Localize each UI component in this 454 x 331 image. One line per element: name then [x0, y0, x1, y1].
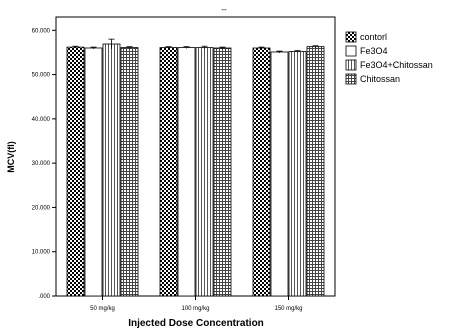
- y-tick-label: 10.000: [32, 250, 51, 256]
- legend-label: Fe3O4: [360, 46, 388, 56]
- legend-label: Chitossan: [360, 74, 400, 84]
- x-axis-title: Injected Dose Concentration: [128, 318, 264, 329]
- bars-group: [66, 38, 325, 297]
- y-tick-label: .000: [38, 294, 50, 300]
- y-tick-label: 60.000: [32, 28, 51, 34]
- x-tick-label: 50 mg/kg: [90, 306, 115, 312]
- y-tick-label: 40.000: [32, 117, 51, 123]
- bar-Chitossan-0: [120, 47, 139, 297]
- y-tick-label: 30.000: [32, 161, 51, 167]
- legend-label: Fe3O4+Chitossan: [360, 60, 433, 70]
- bar-Chitossan-1: [213, 47, 232, 297]
- x-axis: 50 mg/kg 100 mg/kg 150 mg/kg: [90, 296, 303, 312]
- bar-Fe3O4-1: [177, 47, 196, 297]
- bar-Fe3O4+Chitossan-2: [288, 51, 307, 297]
- x-tick-label: 100 mg/kg: [181, 306, 209, 312]
- legend-swatch: [345, 45, 357, 57]
- legend-swatch: [345, 73, 357, 85]
- y-tick-label: 20.000: [32, 205, 51, 211]
- legend-swatch: [345, 59, 357, 71]
- x-tick-label: 150 mg/kg: [274, 306, 302, 312]
- bar-contorl-2: [252, 47, 271, 297]
- bar-contorl-1: [159, 47, 178, 297]
- y-axis: .000 10.000 20.000 30.000 40.000 50.000 60.000: [32, 28, 56, 300]
- bar-Fe3O4+Chitossan-0: [102, 43, 121, 297]
- bar-Fe3O4+Chitossan-1: [195, 47, 214, 297]
- legend-swatch: [345, 31, 357, 43]
- chart-title: --: [221, 5, 227, 14]
- bar-contorl-0: [66, 46, 85, 297]
- y-axis-title: MCV(fl): [6, 141, 16, 173]
- bar-Fe3O4-0: [84, 47, 103, 297]
- y-tick-label: 50.000: [32, 73, 51, 79]
- bar-Chitossan-2: [306, 46, 325, 297]
- bar-Fe3O4-2: [270, 51, 289, 297]
- legend-label: contorl: [360, 32, 387, 42]
- legend: contorl Fe3O4 Fe3O4+Chitossan Chitossan: [345, 31, 433, 85]
